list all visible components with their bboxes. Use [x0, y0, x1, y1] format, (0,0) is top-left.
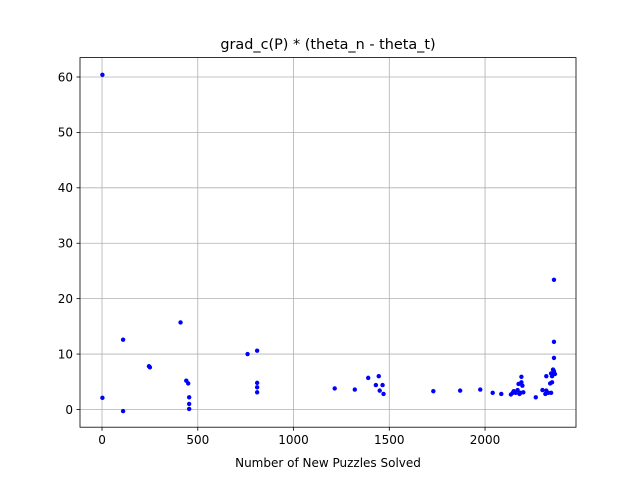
- data-point: [490, 390, 495, 396]
- data-point: [499, 391, 504, 397]
- data-point: [373, 382, 379, 388]
- y-tick-label: 40: [58, 181, 73, 195]
- data-point: [178, 320, 183, 325]
- data-point: [147, 365, 153, 370]
- y-tick-label: 60: [58, 70, 73, 84]
- data-point: [431, 388, 436, 394]
- data-point: [366, 375, 371, 381]
- y-tick-label: 20: [58, 292, 73, 306]
- data-point: [100, 395, 105, 401]
- data-point: [120, 408, 126, 414]
- data-point: [380, 382, 385, 388]
- data-point: [352, 387, 358, 392]
- data-point: [332, 386, 337, 391]
- data-point: [519, 380, 524, 385]
- data-point: [549, 380, 555, 385]
- data-point: [551, 339, 557, 345]
- data-point: [377, 388, 382, 393]
- data-point: [254, 380, 260, 386]
- x-axis-label: Number of New Puzzles Solved: [235, 456, 421, 470]
- data-point: [457, 388, 463, 393]
- x-tick-label: 1500: [374, 433, 405, 447]
- y-tick-label: 50: [58, 126, 73, 140]
- y-axis-ticks: 0 10 20 30 40 50 60: [58, 70, 80, 417]
- data-point: [254, 348, 260, 353]
- data-point: [515, 387, 520, 393]
- data-point: [381, 391, 386, 397]
- x-axis-ticks: 0 500 1000 1500 2000: [98, 427, 500, 447]
- x-tick-label: 1000: [278, 433, 309, 447]
- data-point: [552, 371, 558, 377]
- data-point: [548, 390, 554, 396]
- data-point: [120, 337, 126, 342]
- data-point: [186, 401, 192, 407]
- data-point: [521, 390, 526, 395]
- data-points: [100, 72, 558, 414]
- data-point: [254, 385, 260, 390]
- data-point: [254, 390, 260, 395]
- data-point: [245, 351, 250, 357]
- y-tick-label: 30: [58, 237, 73, 251]
- x-tick-label: 500: [186, 433, 209, 447]
- x-tick-label: 2000: [470, 433, 501, 447]
- data-point: [551, 355, 557, 361]
- chart-title: grad_c(P) * (theta_n - theta_t): [220, 37, 435, 53]
- y-tick-label: 0: [65, 403, 73, 417]
- data-point: [376, 374, 381, 379]
- data-point: [533, 395, 538, 400]
- data-point: [544, 374, 549, 379]
- plot-area-frame: [79, 57, 577, 428]
- data-point: [100, 72, 105, 77]
- data-point: [540, 387, 545, 393]
- data-point: [519, 374, 524, 379]
- data-point: [551, 277, 557, 283]
- data-point: [478, 387, 483, 392]
- grid: [80, 57, 576, 428]
- y-tick-label: 10: [58, 347, 73, 361]
- data-point: [520, 383, 525, 388]
- data-point: [186, 395, 192, 400]
- data-point: [186, 406, 192, 412]
- x-tick-label: 0: [98, 433, 106, 447]
- data-point: [186, 381, 191, 386]
